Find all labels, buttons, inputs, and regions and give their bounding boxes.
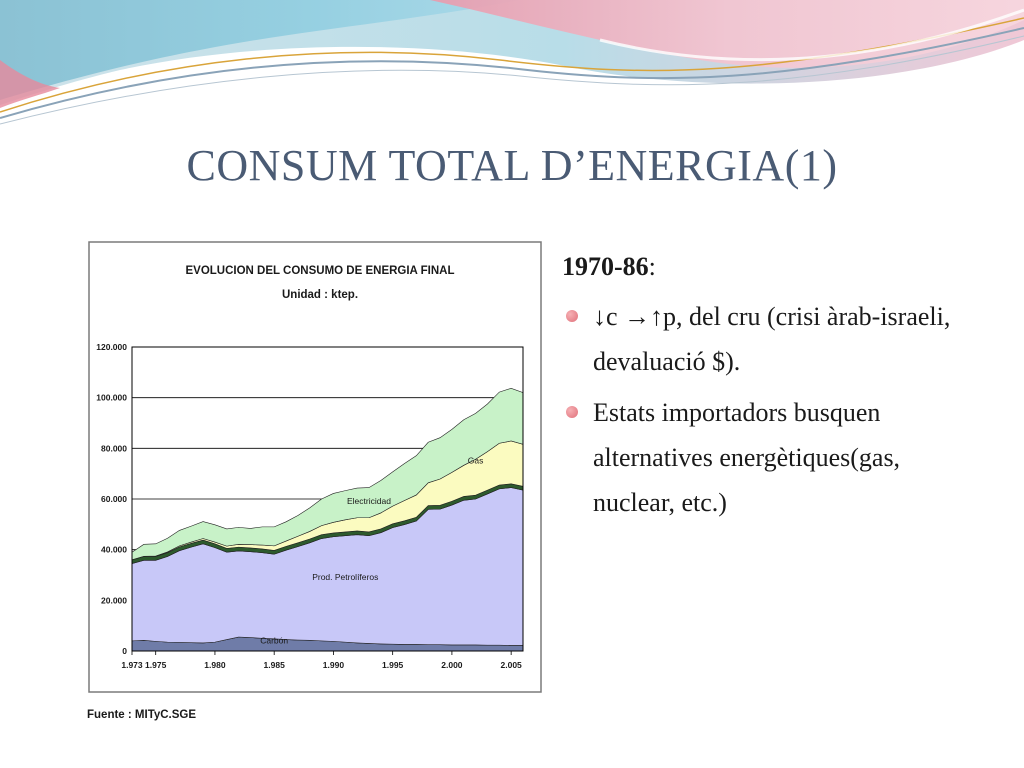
series-label: Prod. Petrolíferos — [312, 572, 378, 582]
x-tick-label: 1.973 — [121, 660, 143, 670]
series-label: Electricidad — [347, 496, 391, 506]
x-tick-label: 1.995 — [382, 660, 404, 670]
bullet-text: ↓c →↑p, del cru (crisi àrab-israeli, dev… — [593, 302, 951, 376]
y-tick-label: 80.000 — [101, 443, 127, 453]
series-label: Gas — [468, 456, 484, 466]
period-heading: 1970-86: — [562, 252, 982, 282]
bullet-dot-icon — [566, 310, 578, 322]
x-tick-label: 2.005 — [501, 660, 523, 670]
series-label: Carbón — [260, 635, 288, 645]
bullet-dot-icon — [566, 406, 578, 418]
energy-consumption-chart: EVOLUCION DEL CONSUMO DE ENERGIA FINAL U… — [87, 241, 542, 721]
y-tick-label: 120.000 — [96, 342, 127, 352]
y-tick-label: 60.000 — [101, 494, 127, 504]
chart-source: Fuente : MITyC.SGE — [87, 709, 196, 721]
slide-title: CONSUM TOTAL D’ENERGIA(1) — [186, 141, 838, 190]
y-tick-label: 40.000 — [101, 545, 127, 555]
x-tick-label: 2.000 — [441, 660, 463, 670]
bullet-item: Estats importadors busquen alternatives … — [562, 390, 982, 525]
bullet-text: Estats importadors busquen alternatives … — [593, 398, 901, 517]
text-panel: 1970-86: ↓c →↑p, del cru (crisi àrab-isr… — [562, 252, 982, 531]
period-heading-text: 1970-86 — [562, 252, 649, 281]
chart-subtitle: Unidad : ktep. — [282, 289, 358, 301]
y-tick-label: 20.000 — [101, 595, 127, 605]
y-tick-label: 100.000 — [96, 393, 127, 403]
chart-title: EVOLUCION DEL CONSUMO DE ENERGIA FINAL — [186, 265, 455, 277]
bullet-item: ↓c →↑p, del cru (crisi àrab-israeli, dev… — [562, 294, 982, 384]
y-tick-label: 0 — [122, 646, 127, 656]
x-tick-label: 1.990 — [323, 660, 345, 670]
chart-figure: EVOLUCION DEL CONSUMO DE ENERGIA FINAL U… — [80, 237, 550, 727]
plot-border — [131, 346, 524, 652]
x-tick-label: 1.985 — [264, 660, 286, 670]
wave-header-decoration — [0, 0, 1024, 125]
x-tick-label: 1.980 — [204, 660, 226, 670]
bullet-list: ↓c →↑p, del cru (crisi àrab-israeli, dev… — [562, 294, 982, 525]
period-heading-colon: : — [648, 252, 656, 281]
x-tick-label: 1.975 — [145, 660, 167, 670]
